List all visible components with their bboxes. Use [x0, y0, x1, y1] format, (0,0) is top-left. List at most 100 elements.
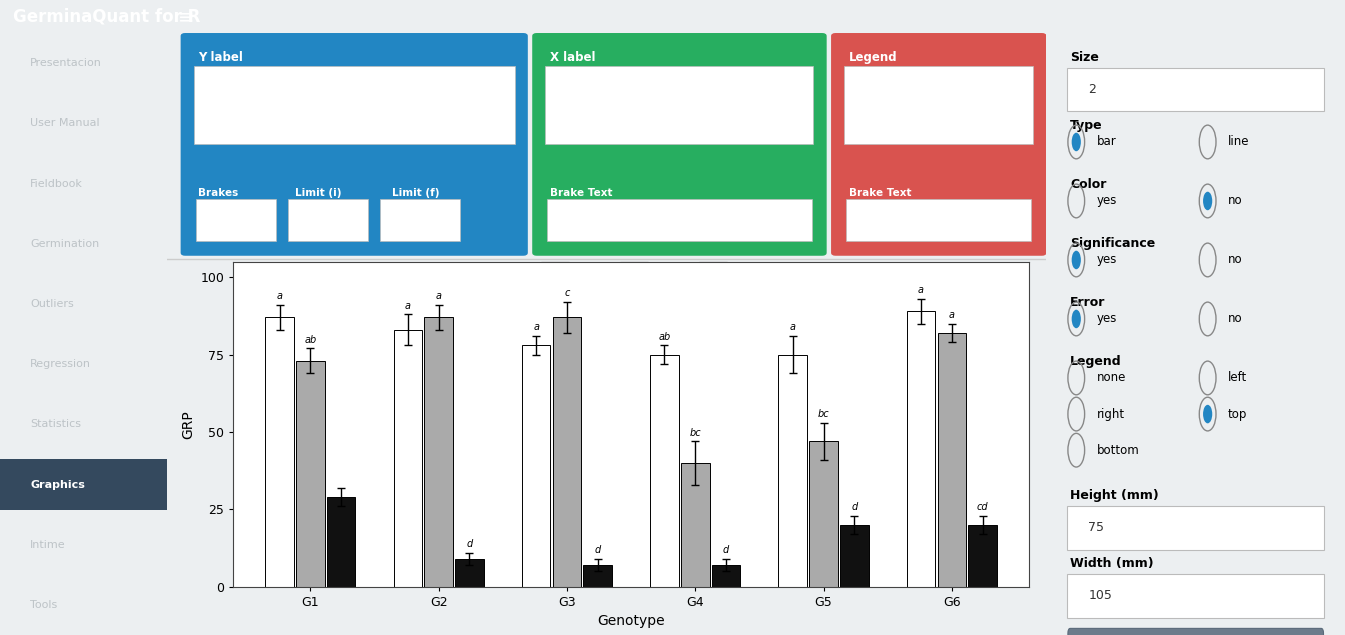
Text: Size: Size — [1071, 51, 1099, 64]
Text: line: line — [1228, 135, 1250, 149]
FancyBboxPatch shape — [845, 66, 1033, 144]
Bar — [712, 565, 740, 587]
Text: 50: 50 — [654, 271, 670, 283]
Text: X label: X label — [550, 51, 596, 64]
Text: Limit (i): Limit (i) — [295, 187, 342, 197]
Bar — [841, 525, 869, 587]
Text: 0: 0 — [574, 271, 582, 283]
Text: Width (mm): Width (mm) — [1071, 558, 1154, 570]
Bar — [681, 463, 710, 587]
Text: GerminaQuant for R: GerminaQuant for R — [13, 8, 200, 25]
Text: a: a — [436, 291, 441, 302]
Text: no: no — [1228, 312, 1243, 326]
FancyBboxPatch shape — [1068, 574, 1323, 618]
Text: bar: bar — [1096, 135, 1116, 149]
Text: yes: yes — [1096, 194, 1116, 208]
Text: Error: Error — [1071, 296, 1106, 309]
Text: Fieldbook: Fieldbook — [30, 178, 83, 189]
Bar — [699, 262, 728, 292]
Text: bottom: bottom — [1096, 444, 1139, 457]
X-axis label: Genotype: Genotype — [597, 615, 664, 629]
Text: yes: yes — [1096, 312, 1116, 326]
Text: none: none — [1096, 371, 1126, 384]
Text: a: a — [919, 285, 924, 295]
Bar — [907, 311, 935, 587]
Bar — [327, 497, 355, 587]
Text: Legend: Legend — [849, 51, 897, 64]
Text: Limit (f): Limit (f) — [391, 187, 438, 197]
Text: Germination: Germination — [30, 239, 100, 249]
Bar — [584, 565, 612, 587]
FancyBboxPatch shape — [1068, 68, 1323, 111]
Text: Tools: Tools — [30, 600, 58, 610]
Text: Regression: Regression — [30, 359, 91, 369]
Bar — [265, 318, 293, 587]
Bar — [541, 262, 569, 292]
Bar — [779, 355, 807, 587]
FancyBboxPatch shape — [1068, 506, 1323, 549]
Circle shape — [1072, 310, 1081, 328]
Text: no: no — [1228, 194, 1243, 208]
Bar — [0, 459, 167, 510]
Circle shape — [1072, 133, 1081, 151]
Text: d: d — [467, 539, 472, 549]
Text: 2: 2 — [1088, 83, 1096, 96]
FancyBboxPatch shape — [381, 199, 460, 241]
Text: top: top — [1228, 408, 1247, 420]
Bar — [394, 330, 422, 587]
Text: d: d — [594, 545, 601, 555]
Bar — [553, 318, 581, 587]
FancyBboxPatch shape — [831, 33, 1046, 256]
FancyBboxPatch shape — [547, 199, 812, 241]
FancyBboxPatch shape — [546, 66, 814, 144]
Text: Legend: Legend — [1071, 355, 1122, 368]
Text: Brakes: Brakes — [198, 187, 238, 197]
Text: Outliers: Outliers — [30, 299, 74, 309]
Bar — [650, 355, 679, 587]
Bar — [810, 441, 838, 587]
Text: Intime: Intime — [30, 540, 66, 550]
Bar — [620, 262, 648, 292]
Text: Presentacion: Presentacion — [30, 58, 102, 68]
Text: 105: 105 — [1088, 589, 1112, 603]
FancyBboxPatch shape — [1068, 629, 1323, 635]
Circle shape — [1072, 251, 1081, 269]
Text: bc: bc — [818, 409, 830, 419]
Bar — [296, 361, 324, 587]
Bar — [455, 559, 484, 587]
Text: d: d — [851, 502, 858, 512]
Y-axis label: GRP: GRP — [182, 410, 195, 439]
Text: right: right — [1096, 408, 1124, 420]
Text: bc: bc — [690, 427, 701, 438]
Text: no: no — [1228, 253, 1243, 267]
Text: left: left — [1228, 371, 1247, 384]
FancyBboxPatch shape — [846, 199, 1032, 241]
Text: Brake Text: Brake Text — [550, 187, 612, 197]
Text: d: d — [722, 545, 729, 555]
Circle shape — [1202, 404, 1212, 424]
Text: Graphics: Graphics — [30, 479, 85, 490]
Text: Salt: Salt — [492, 271, 516, 283]
Text: a: a — [948, 310, 955, 320]
Text: Significance: Significance — [1071, 237, 1155, 250]
Text: ab: ab — [304, 335, 316, 345]
Text: ab: ab — [658, 331, 671, 342]
Text: a: a — [405, 301, 410, 311]
Text: c: c — [565, 288, 570, 298]
Text: Type: Type — [1071, 119, 1103, 132]
Text: 75: 75 — [1088, 521, 1104, 534]
Text: a: a — [790, 323, 796, 332]
FancyBboxPatch shape — [180, 33, 527, 256]
Text: a: a — [277, 291, 282, 302]
Text: User Manual: User Manual — [30, 118, 100, 128]
Text: 100: 100 — [733, 271, 756, 283]
FancyBboxPatch shape — [533, 33, 827, 256]
Text: Y label: Y label — [198, 51, 243, 64]
Bar — [968, 525, 997, 587]
Bar — [424, 318, 453, 587]
Text: Color: Color — [1071, 178, 1107, 191]
Text: Height (mm): Height (mm) — [1071, 490, 1159, 502]
Text: a: a — [533, 323, 539, 332]
FancyBboxPatch shape — [288, 199, 367, 241]
Bar — [937, 333, 966, 587]
